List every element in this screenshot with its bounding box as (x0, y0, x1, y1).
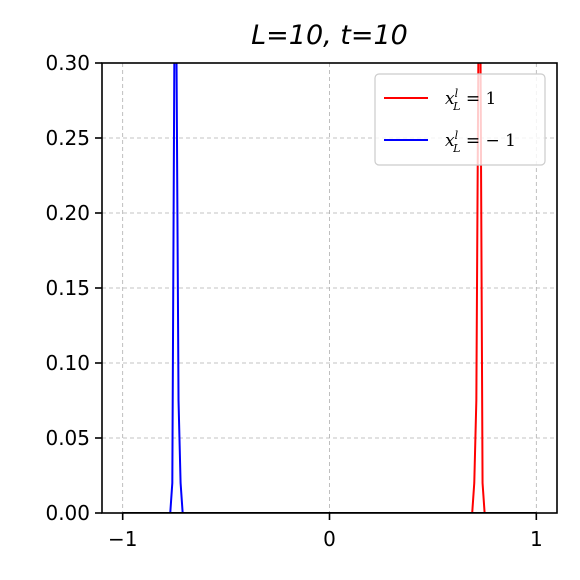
legend-label-series-1: xl L = 1 (445, 87, 496, 113)
legend-box (374, 73, 546, 166)
x-tick-label: 0 (323, 527, 336, 551)
series-line-1 (122, 63, 537, 513)
x-tick-label: 1 (530, 527, 543, 551)
legend-label-series-2: xl L = − 1 (445, 129, 516, 155)
y-tick-label: 0.25 (45, 126, 90, 150)
y-tick-label: 0.10 (45, 351, 90, 375)
y-tick-label: 0.20 (45, 201, 90, 225)
y-tick-label: 0.30 (45, 51, 90, 75)
series-line-2 (122, 63, 537, 513)
y-tick-label: 0.00 (45, 501, 90, 525)
legend: xl L = 1 xl L = − 1 (374, 73, 546, 166)
tick-layer: −1 0 1 0.00 0.05 0.10 0.15 0.20 0.25 0.30 (45, 51, 542, 551)
chart-title: L=10, t=10 (251, 20, 408, 51)
y-tick-label: 0.15 (45, 276, 90, 300)
x-tick-label: −1 (108, 527, 137, 551)
y-tick-label: 0.05 (45, 426, 90, 450)
series-layer (122, 63, 537, 513)
